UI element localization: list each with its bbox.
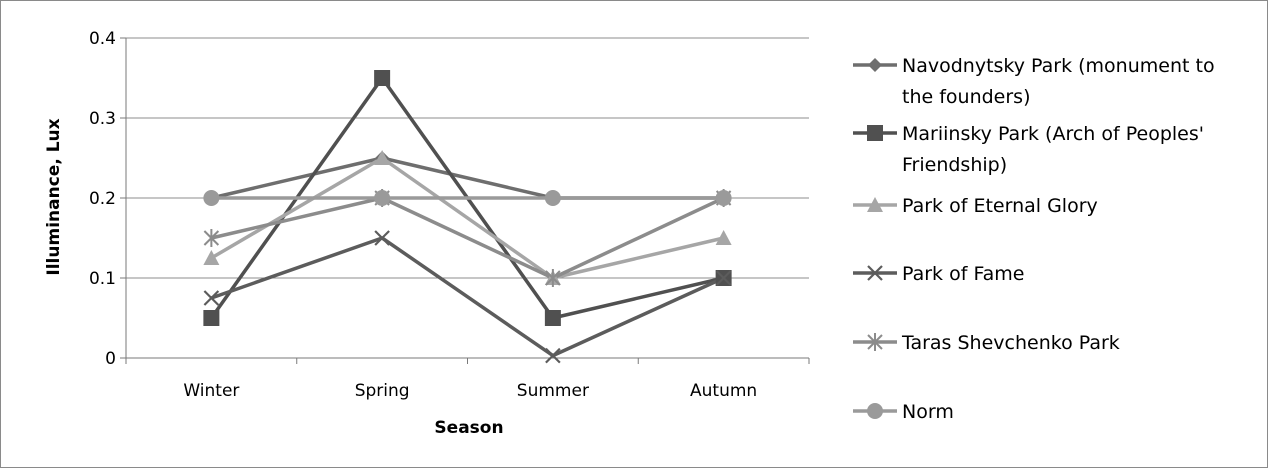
legend-label: Taras Shevchenko Park [901, 332, 1120, 354]
data-point-marker [545, 347, 561, 364]
series-line [210, 196, 725, 280]
data-point-marker [203, 190, 220, 206]
y-axis-title: Illuminance, Lux [44, 118, 64, 275]
legend-marker [868, 58, 882, 72]
legend-entry: Norm [853, 401, 954, 423]
data-point-marker [374, 230, 390, 246]
data-point-marker [544, 310, 561, 326]
series-line [210, 156, 725, 280]
data-point-marker [374, 190, 391, 206]
data-point-marker [545, 269, 561, 287]
y-tick-label: 0.4 [89, 29, 116, 49]
y-tick-label: 0.2 [89, 189, 116, 209]
legend-marker [867, 125, 883, 141]
legend-marker [867, 265, 883, 281]
series-line [210, 156, 724, 200]
legend-marker [867, 403, 883, 419]
data-point-marker [203, 250, 220, 265]
data-point-marker [374, 150, 391, 165]
legend: Navodnytsky Park (monument to the founder… [853, 55, 1215, 423]
legend-label: the founders) [902, 86, 1031, 108]
data-point-marker [715, 190, 732, 206]
y-tick-label: 0.3 [89, 109, 116, 129]
legend-entry: Navodnytsky Park (monument to the founder… [853, 55, 1215, 108]
legend-label: Park of Fame [902, 263, 1024, 285]
data-point-marker [544, 190, 561, 206]
data-point-marker [203, 310, 220, 326]
x-tick-label: Spring [355, 381, 410, 401]
y-tick-label: 0 [105, 349, 116, 369]
data-point-marker [203, 229, 220, 247]
data-point-marker [374, 70, 391, 86]
x-tick-label: Winter [183, 381, 239, 401]
axes: 0 0.1 0.2 0.3 0.4 Winter Spring Summer Autumn [89, 29, 810, 401]
legend-label: Park of Eternal Glory [902, 195, 1098, 217]
x-axis-title: Season [434, 418, 503, 438]
legend-entry: Mariinsky Park (Arch of Peoples' Friendsh… [853, 123, 1204, 176]
series-line [210, 236, 725, 358]
legend-label: Friendship) [902, 154, 1007, 176]
legend-marker [867, 197, 883, 212]
data-point-marker [715, 230, 732, 245]
x-tick-label: Summer [517, 381, 589, 401]
data-point-marker [203, 290, 220, 306]
legend-entry: Taras Shevchenko Park [853, 332, 1120, 354]
series-lines [203, 70, 732, 364]
legend-marker [867, 333, 883, 351]
legend-label: Norm [902, 401, 954, 423]
x-tick-label: Autumn [690, 381, 757, 401]
legend-label: Navodnytsky Park (monument to [902, 55, 1215, 77]
y-tick-label: 0.1 [89, 269, 116, 289]
data-point-marker [715, 270, 732, 286]
legend-label: Mariinsky Park (Arch of Peoples' [902, 123, 1204, 145]
legend-entry: Park of Eternal Glory [853, 195, 1098, 217]
legend-entry: Park of Fame [853, 263, 1024, 285]
